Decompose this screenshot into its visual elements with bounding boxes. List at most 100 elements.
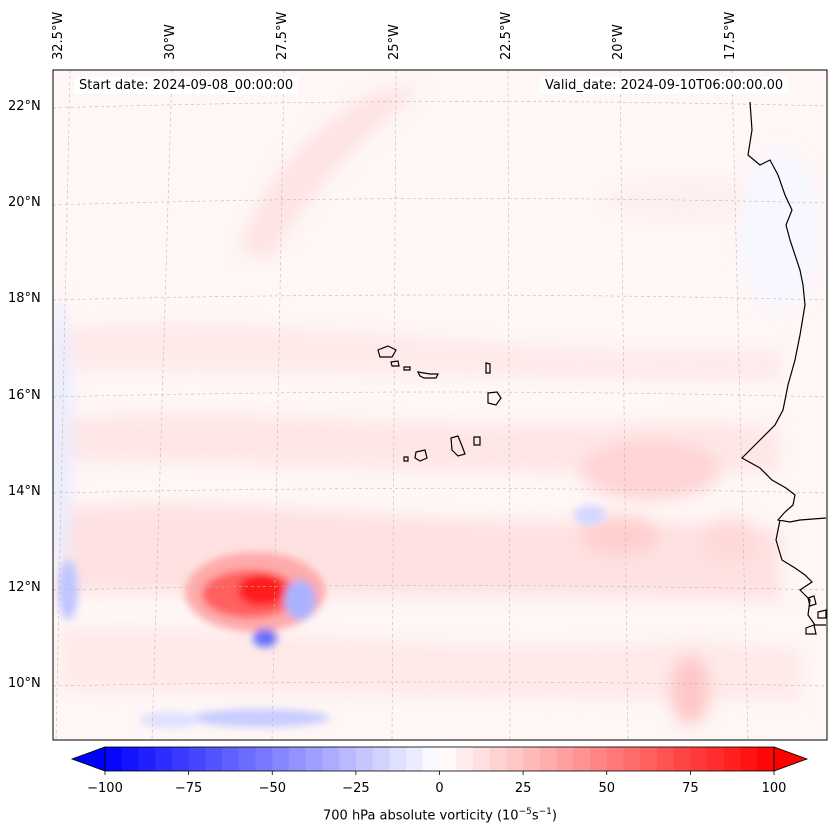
island-sao-nicolau: [416, 371, 439, 379]
start-date-label: Start date: 2024-09-08_00:00:00: [74, 77, 299, 94]
vorticity-patch-east2: [580, 515, 660, 555]
vorticity-patch-east: [580, 440, 720, 500]
colorbar-swatch: [171, 747, 190, 771]
colorbar-swatch: [523, 747, 541, 771]
africa-coastline-south: [775, 519, 826, 626]
colorbar-tick-label: 75: [682, 781, 699, 796]
vorticity-field: [53, 90, 820, 728]
colorbar-label: 700 hPa absolute vorticity (10−5s−1): [0, 807, 837, 823]
lat-label: 20°N: [8, 195, 41, 210]
colorbar-tickmarks: [104, 771, 775, 775]
colorbar-swatch: [723, 747, 741, 771]
valid-date-label: Valid_date: 2024-09-10T06:00:00.00: [540, 77, 789, 94]
coastlines: [377, 101, 827, 635]
island-sal: [485, 362, 491, 374]
colorbar-swatch: [389, 747, 407, 771]
colorbar-swatch: [188, 747, 206, 771]
lon-label: 17.5°W: [723, 11, 738, 60]
colorbar-swatch: [406, 747, 424, 771]
bijagos-islands: [805, 595, 827, 635]
colorbar-swatch: [205, 747, 223, 771]
vorticity-patch-neg-ne: [740, 150, 820, 310]
vorticity-band-center: [60, 323, 780, 380]
strong-vorticity-features: [58, 505, 606, 728]
colorbar: [70, 746, 809, 775]
colorbar-label-exp1: −5: [518, 807, 532, 817]
vorticity-band-far-south: [60, 628, 800, 700]
vorticity-patch-neg-nw: [53, 300, 72, 580]
lon-label: 20°W: [611, 24, 626, 60]
vorticity-min-south: [190, 709, 330, 727]
gridlines: [53, 70, 827, 740]
colorbar-swatch: [456, 747, 474, 771]
colorbar-swatch: [472, 747, 491, 771]
colorbar-swatch: [322, 747, 340, 771]
vorticity-patch-east3: [700, 518, 760, 562]
vorticity-min-southwest: [140, 712, 200, 728]
vorticity-min-west: [58, 560, 78, 620]
lon-label: 22.5°W: [499, 11, 514, 60]
colorbar-extend-min: [70, 746, 106, 772]
colorbar-tick-label: 0: [435, 781, 444, 796]
colorbar-swatch: [623, 747, 641, 771]
colorbar-swatch: [757, 747, 775, 771]
colorbar-swatch: [422, 747, 440, 771]
lon-label: 32.5°W: [51, 11, 66, 60]
colorbar-swatch: [121, 747, 139, 771]
vorticity-patch-se: [670, 655, 710, 725]
colorbar-swatch: [105, 747, 123, 771]
vorticity-band-nw: [240, 90, 420, 260]
colorbar-swatch: [690, 747, 708, 771]
colorbar-swatch: [707, 747, 725, 771]
lat-label: 14°N: [8, 484, 41, 499]
vorticity-min-arc: [284, 580, 316, 620]
africa-coastline: [741, 101, 827, 523]
colorbar-swatches: [105, 747, 775, 771]
colorbar-swatch: [740, 747, 758, 771]
vorticity-min-core: [253, 629, 277, 647]
lon-label: 25°W: [387, 24, 402, 60]
colorbar-swatch: [606, 747, 624, 771]
colorbar-swatch: [138, 747, 156, 771]
map-frame: [52, 69, 828, 741]
colorbar-swatch: [673, 747, 691, 771]
colorbar-swatch: [222, 747, 240, 771]
island-maio: [473, 436, 481, 446]
colorbar-swatch: [339, 747, 357, 771]
colorbar-label-prefix: 700 hPa absolute vorticity (10: [323, 808, 519, 824]
lat-label: 16°N: [8, 388, 41, 403]
lat-label: 10°N: [8, 676, 41, 691]
colorbar-tick-label: −50: [258, 781, 287, 796]
colorbar-tick-label: −25: [342, 781, 370, 796]
colorbar-swatch: [255, 747, 273, 771]
colorbar-swatch: [272, 747, 290, 771]
colorbar-swatch: [288, 747, 307, 771]
lat-label: 18°N: [8, 291, 41, 306]
colorbar-swatch: [556, 747, 574, 771]
colorbar-swatch: [305, 747, 323, 771]
map-panel: [53, 70, 827, 740]
lon-label: 30°W: [163, 24, 178, 60]
vorticity-max-core: [238, 574, 286, 606]
colorbar-tick-label: 100: [761, 781, 787, 796]
colorbar-swatch: [439, 747, 457, 771]
colorbar-swatch: [506, 747, 524, 771]
island-sao-vicente: [390, 360, 400, 367]
colorbar-label-unit: s: [531, 808, 539, 824]
colorbar-tick-label: 25: [514, 781, 532, 796]
colorbar-swatch: [355, 747, 374, 771]
island-brava: [403, 456, 409, 462]
island-boa-vista: [487, 391, 502, 406]
colorbar-swatch: [539, 747, 557, 771]
colorbar-tick-label: 50: [598, 781, 616, 796]
colorbar-label-exp2: −1: [538, 807, 552, 817]
lon-label: 27.5°W: [275, 11, 290, 60]
colorbar-tick-label: −100: [87, 781, 123, 796]
colorbar-swatch: [640, 747, 658, 771]
colorbar-swatch: [573, 747, 591, 771]
island-santo-antao: [377, 345, 397, 358]
colorbar-swatch: [238, 747, 256, 771]
colorbar-swatch: [372, 747, 390, 771]
colorbar-swatch: [489, 747, 507, 771]
